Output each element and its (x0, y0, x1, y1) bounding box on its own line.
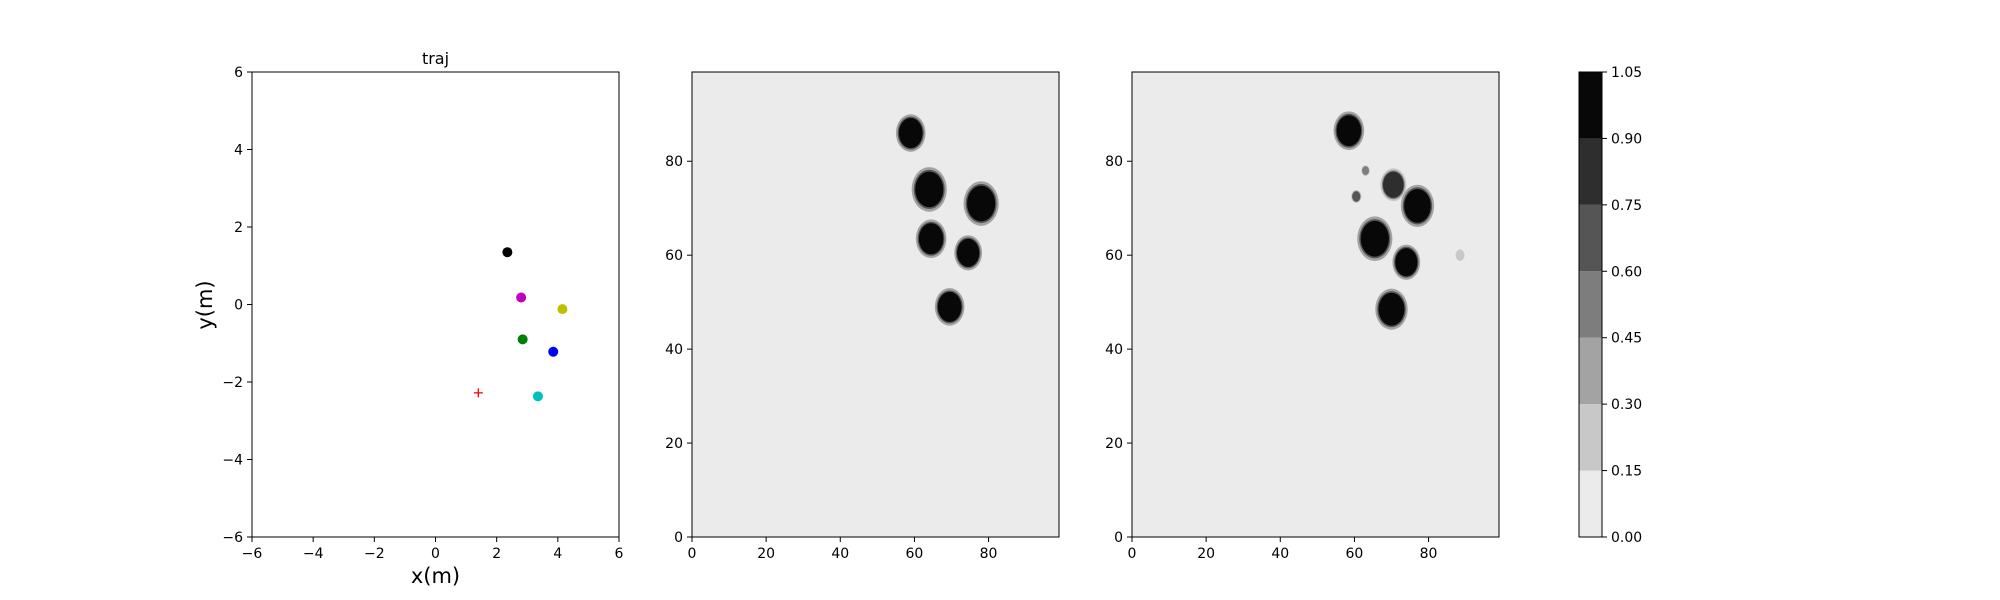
occupancy-blob (954, 235, 983, 271)
map-ticks: 0 20 40 60 80 0 20 40 60 80 (665, 154, 997, 562)
agent-point (532, 391, 543, 402)
colorbar-tick-label: 0.15 (1611, 464, 1642, 480)
x-tick-label: −6 (242, 546, 263, 562)
occupancy-blob (1351, 190, 1362, 203)
colorbar-tick-label: 0.75 (1611, 198, 1642, 214)
y-tick-label: 20 (1105, 436, 1123, 452)
occupancy-blob (1454, 248, 1466, 263)
y-tick-label: 80 (665, 154, 683, 170)
occupancy-blob (1392, 244, 1421, 280)
colorbar-frame (1578, 71, 1603, 538)
occupancy-blob (934, 288, 965, 326)
occupancy-blob (963, 181, 999, 226)
x-tick-label: 0 (1128, 546, 1137, 562)
x-tick-label: −4 (303, 546, 324, 562)
occupancy-blob (1361, 165, 1370, 176)
x-tick-label: 0 (431, 546, 440, 562)
y-tick-label: 0 (674, 530, 683, 546)
agent-point (502, 247, 513, 258)
goal-plus-marker (473, 388, 483, 398)
y-axis-label: y(m) (193, 280, 217, 329)
map-background (692, 72, 1059, 537)
x-tick-label: 40 (831, 546, 849, 562)
x-axis-label: x(m) (411, 564, 460, 588)
x-tick-label: 20 (1197, 546, 1215, 562)
x-tick-label: 60 (906, 546, 924, 562)
y-tick-label: 80 (1105, 154, 1123, 170)
predicted-map-panel: 0 20 40 60 80 0 20 40 60 80 (1105, 71, 1500, 562)
x-tick-label: 40 (1271, 546, 1289, 562)
x-tick-label: 60 (1346, 546, 1364, 562)
y-tick-label: 4 (234, 143, 243, 159)
y-tick-label: −2 (222, 375, 243, 391)
agent-point (557, 304, 568, 315)
map-axes-frame (1131, 71, 1500, 538)
traj-title: traj (422, 49, 449, 68)
y-tick-label: 2 (234, 220, 243, 236)
colorbar-tick-label: 0.45 (1611, 331, 1642, 347)
y-tick-label: 0 (234, 298, 243, 314)
x-tick-label: 4 (553, 546, 562, 562)
x-tick-label: −2 (364, 546, 385, 562)
occupancy-blob (895, 114, 926, 152)
x-tick-label: 2 (492, 546, 501, 562)
map-background (1132, 72, 1499, 537)
occupancy-blob (1333, 111, 1365, 151)
y-tick-label: 60 (665, 248, 683, 264)
colorbar-band (1579, 72, 1602, 139)
agent-point (516, 292, 527, 303)
traj-axes-frame (251, 71, 620, 538)
traj-panel: traj x(m) y(m) −6 −4 −2 0 2 4 6 −6 −4 −2 0 2 4 6 (193, 49, 624, 588)
x-tick-label: 20 (757, 546, 775, 562)
map-ticks: 0 20 40 60 80 0 20 40 60 80 (1105, 154, 1437, 562)
agent-point (517, 334, 528, 345)
y-tick-label: 40 (665, 342, 683, 358)
y-tick-label: 40 (1105, 342, 1123, 358)
colorbar-tick-label: 0.60 (1611, 264, 1642, 280)
y-tick-label: 6 (234, 65, 243, 81)
traj-ticks: −6 −4 −2 0 2 4 6 −6 −4 −2 0 2 4 6 (222, 65, 623, 562)
map-axes-frame (691, 71, 1060, 538)
ground-truth-map-panel: 0 20 40 60 80 0 20 40 60 80 (665, 71, 1060, 562)
y-tick-label: −6 (222, 530, 243, 546)
colorbar-band (1579, 271, 1602, 338)
agent-point (548, 346, 559, 357)
x-tick-label: 6 (615, 546, 624, 562)
colorbar-tick-label: 0.00 (1611, 530, 1642, 546)
colorbar-band (1579, 204, 1602, 272)
colorbar-tick-label: 0.30 (1611, 397, 1642, 413)
y-tick-label: 20 (665, 436, 683, 452)
occupancy-blob (911, 167, 947, 212)
colorbar-band (1579, 138, 1602, 205)
y-tick-label: 60 (1105, 248, 1123, 264)
y-tick-label: −4 (222, 453, 243, 469)
occupancy-blob (915, 219, 947, 259)
colorbar-band (1579, 404, 1602, 471)
colorbar-band (1579, 337, 1602, 405)
colorbar-tick-label: 0.90 (1611, 131, 1642, 147)
traj-points (473, 247, 568, 402)
map-blobs (1333, 111, 1466, 330)
x-tick-label: 80 (1420, 546, 1438, 562)
colorbar-tick-label: 1.05 (1611, 65, 1642, 81)
y-tick-label: 0 (1114, 530, 1123, 546)
occupancy-blob (1357, 216, 1393, 262)
occupancy-blob (1375, 288, 1408, 330)
colorbar-ticks: 0.00 0.15 0.30 0.45 0.60 0.75 0.90 1.05 (1602, 65, 1642, 546)
colorbar-band (1579, 470, 1602, 537)
colorbar: 0.00 0.15 0.30 0.45 0.60 0.75 0.90 1.05 (1578, 65, 1642, 546)
x-tick-label: 80 (980, 546, 998, 562)
occupancy-blob (1400, 184, 1435, 227)
occupancy-blob (1380, 168, 1407, 202)
colorbar-bands (1579, 72, 1602, 537)
x-tick-label: 0 (688, 546, 697, 562)
map-blobs (895, 114, 999, 326)
